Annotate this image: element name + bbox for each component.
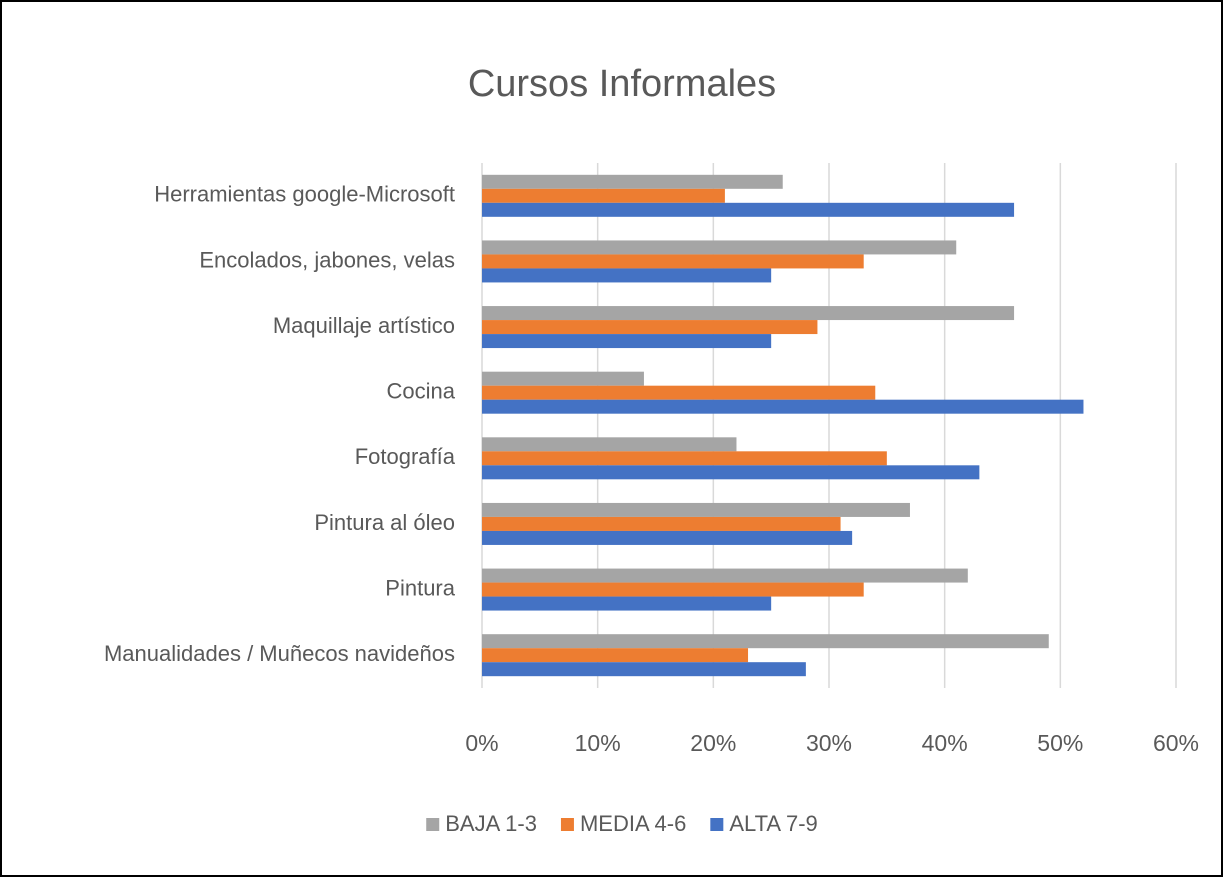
y-tick-label: Maquillaje artístico bbox=[273, 313, 455, 338]
legend-label: ALTA 7-9 bbox=[729, 811, 817, 836]
bar bbox=[482, 502, 910, 517]
bar bbox=[482, 254, 864, 269]
bar bbox=[482, 268, 772, 283]
legend-swatch bbox=[426, 818, 440, 831]
chart-title: Cursos Informales bbox=[468, 63, 776, 105]
bar bbox=[482, 385, 876, 400]
bar bbox=[482, 530, 853, 545]
bar bbox=[482, 648, 749, 663]
bar bbox=[482, 399, 1084, 414]
legend-label: MEDIA 4-6 bbox=[580, 811, 686, 836]
bar bbox=[482, 568, 968, 583]
y-tick-label: Cocina bbox=[387, 379, 456, 404]
x-tick-label: 20% bbox=[690, 730, 736, 756]
bar bbox=[482, 465, 980, 480]
bar bbox=[482, 240, 957, 255]
x-tick-label: 30% bbox=[806, 730, 852, 756]
bar bbox=[482, 634, 1049, 649]
y-tick-label: Pintura bbox=[385, 575, 455, 600]
bar bbox=[482, 174, 783, 189]
bar bbox=[482, 596, 772, 611]
y-tick-label: Herramientas google-Microsoft bbox=[154, 182, 455, 207]
bar bbox=[482, 202, 1015, 217]
legend-swatch bbox=[710, 818, 724, 831]
x-tick-label: 60% bbox=[1153, 730, 1199, 756]
x-tick-label: 40% bbox=[922, 730, 968, 756]
bar bbox=[482, 188, 725, 203]
y-tick-label: Encolados, jabones, velas bbox=[199, 247, 455, 272]
y-tick-label: Pintura al óleo bbox=[314, 510, 455, 535]
legend-label: BAJA 1-3 bbox=[445, 811, 537, 836]
x-tick-label: 0% bbox=[465, 730, 498, 756]
x-tick-label: 10% bbox=[575, 730, 621, 756]
bar bbox=[482, 582, 864, 597]
legend-swatch bbox=[560, 818, 574, 831]
bar bbox=[482, 320, 818, 335]
bar bbox=[482, 516, 841, 531]
x-tick-label: 50% bbox=[1037, 730, 1083, 756]
bar bbox=[482, 437, 737, 452]
y-tick-label: Fotografía bbox=[355, 444, 456, 469]
bar bbox=[482, 451, 887, 466]
bar bbox=[482, 334, 772, 349]
bar bbox=[482, 662, 806, 677]
bar bbox=[482, 371, 644, 386]
bar bbox=[482, 306, 1015, 321]
y-tick-label: Manualidades / Muñecos navideños bbox=[104, 641, 455, 666]
